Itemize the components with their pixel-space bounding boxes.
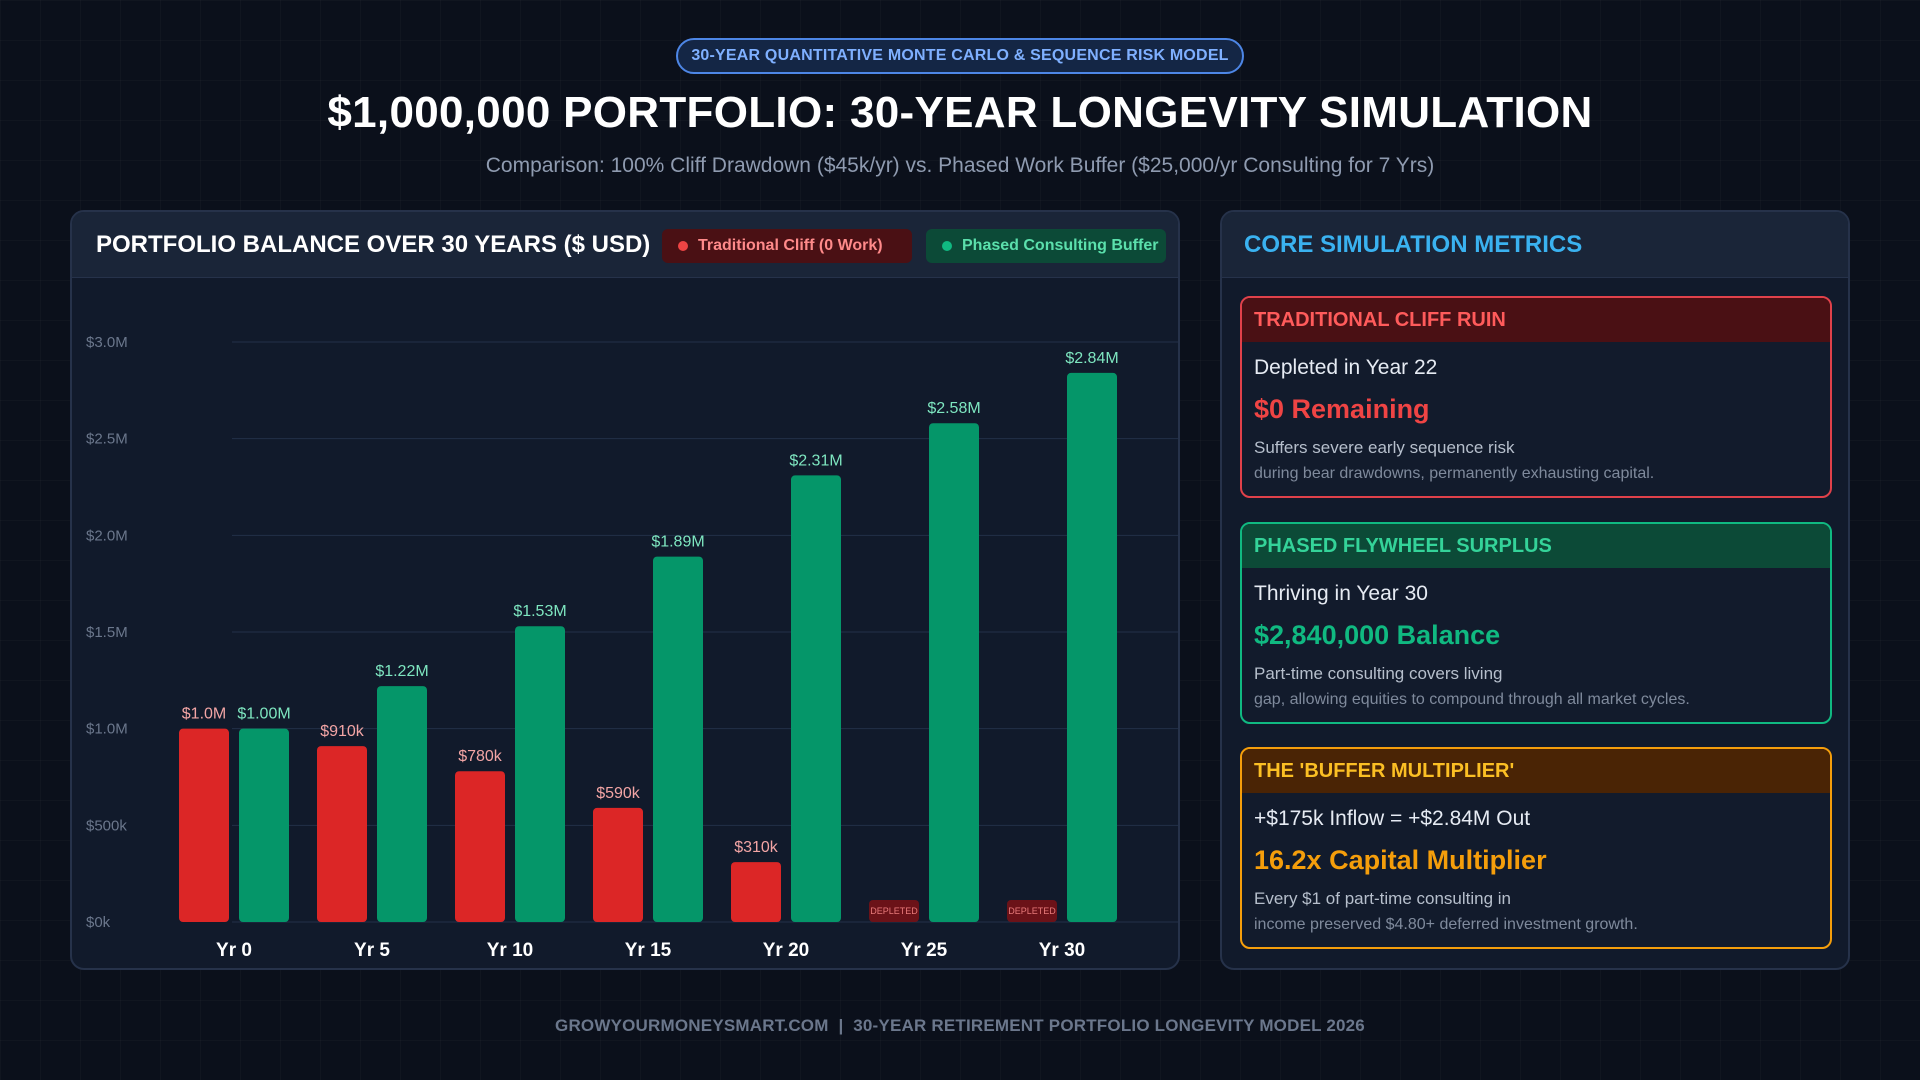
card-description-detail: gap, allowing equities to compound throu… [1254,691,1690,708]
data-label-cliff: $310k [734,839,779,856]
data-label-cliff: $590k [596,785,641,802]
bar-cliff [179,728,229,922]
y-tick-label: $1.5M [86,624,128,641]
bar-cliff-depleted [1007,900,1057,922]
card-status: Depleted in Year 22 [1254,356,1438,379]
y-tick-label: $2.0M [86,527,128,544]
legend-item-buffer: Phased Consulting Buffer [926,229,1166,263]
data-label-buffer: $1.53M [513,603,566,620]
data-label-buffer: $2.58M [927,400,980,417]
x-tick-label: Yr 10 [487,940,533,961]
chart-panel-header: PORTFOLIO BALANCE OVER 30 YEARS ($ USD) … [72,212,1178,278]
data-label-buffer: $1.22M [375,663,428,680]
y-tick-label: $0k [86,914,111,931]
legend-label-buffer: Phased Consulting Buffer [962,237,1159,254]
bar-cliff [455,771,505,922]
data-label-cliff: $780k [458,748,503,765]
bar-buffer [515,626,565,922]
card-value: $0 Remaining [1254,394,1430,424]
data-label-depleted: DEPLETED [1008,906,1056,916]
bar-buffer [1067,372,1117,922]
card-description: Every $1 of part-time consulting in [1254,889,1512,908]
card-description: Suffers severe early sequence risk [1254,438,1515,457]
card-status: +$175k Inflow = +$2.84M Out [1254,807,1531,830]
data-label-buffer: $2.84M [1065,350,1118,367]
y-tick-label: $500k [86,817,127,834]
x-tick-label: Yr 0 [216,940,252,961]
x-tick-label: Yr 30 [1039,940,1085,961]
page-title: $1,000,000 PORTFOLIO: 30-YEAR LONGEVITY … [327,88,1593,137]
chart-title: PORTFOLIO BALANCE OVER 30 YEARS ($ USD) [96,231,651,258]
model-badge: 30-YEAR QUANTITATIVE MONTE CARLO & SEQUE… [676,38,1244,74]
bar-buffer [929,423,979,922]
x-tick-label: Yr 20 [763,940,809,961]
card-description: Part-time consulting covers living [1254,664,1503,683]
legend-dot-buffer-icon [942,241,952,251]
card-description-detail: during bear drawdowns, permanently exhau… [1254,465,1655,482]
legend-dot-cliff-icon [678,241,688,251]
bar-cliff-depleted [869,900,919,922]
bar-buffer [653,556,703,922]
metrics-panel: CORE SIMULATION METRICS TRADITIONAL CLIF… [1220,210,1850,970]
legend-label-cliff: Traditional Cliff (0 Work) [698,237,883,254]
data-label-buffer: $1.89M [651,534,704,551]
page-subtitle: Comparison: 100% Cliff Drawdown ($45k/yr… [485,154,1435,177]
legend-item-cliff: Traditional Cliff (0 Work) [662,229,912,263]
card-value: $2,840,000 Balance [1254,620,1501,650]
bar-buffer [791,475,841,922]
card-heading: PHASED FLYWHEEL SURPLUS [1242,524,1830,568]
data-label-buffer: $1.00M [237,706,290,723]
data-label-cliff: $1.0M [182,706,226,723]
footer-credit: GROWYOURMONEYSMART.COM | 30-YEAR RETIREM… [555,1016,1365,1035]
metrics-panel-header: CORE SIMULATION METRICS [1222,212,1848,278]
bar-buffer [377,686,427,922]
data-label-depleted: DEPLETED [870,906,918,916]
data-label-cliff: $910k [320,723,365,740]
y-tick-label: $2.5M [86,431,128,448]
data-label-buffer: $2.31M [789,452,842,469]
card-heading: THE 'BUFFER MULTIPLIER' [1242,749,1830,793]
card-value: 16.2x Capital Multiplier [1254,845,1547,875]
metric-card-flywheel-surplus: PHASED FLYWHEEL SURPLUS Thriving in Year… [1240,522,1832,724]
bar-cliff [317,746,367,922]
bar-cliff [593,807,643,922]
metrics-title: CORE SIMULATION METRICS [1244,231,1583,258]
bar-cliff [731,862,781,922]
x-tick-label: Yr 15 [625,940,672,961]
metric-card-cliff-ruin: TRADITIONAL CLIFF RUIN Depleted in Year … [1240,296,1832,498]
card-status: Thriving in Year 30 [1254,582,1428,605]
x-tick-label: Yr 25 [901,940,948,961]
chart-panel: PORTFOLIO BALANCE OVER 30 YEARS ($ USD) … [70,210,1180,970]
bar-chart: $0k $500k $1.0M $1.5M $2.0M $2.5M $3.0M Yr 0 $1.… [86,334,1178,961]
card-heading: TRADITIONAL CLIFF RUIN [1242,298,1830,342]
y-tick-label: $1.0M [86,721,128,738]
y-tick-label: $3.0M [86,334,128,351]
x-tick-label: Yr 5 [354,940,390,961]
bar-buffer [239,728,289,922]
card-description-detail: income preserved $4.80+ deferred investm… [1254,916,1638,933]
metric-card-buffer-multiplier: THE 'BUFFER MULTIPLIER' +$175k Inflow = … [1240,747,1832,949]
